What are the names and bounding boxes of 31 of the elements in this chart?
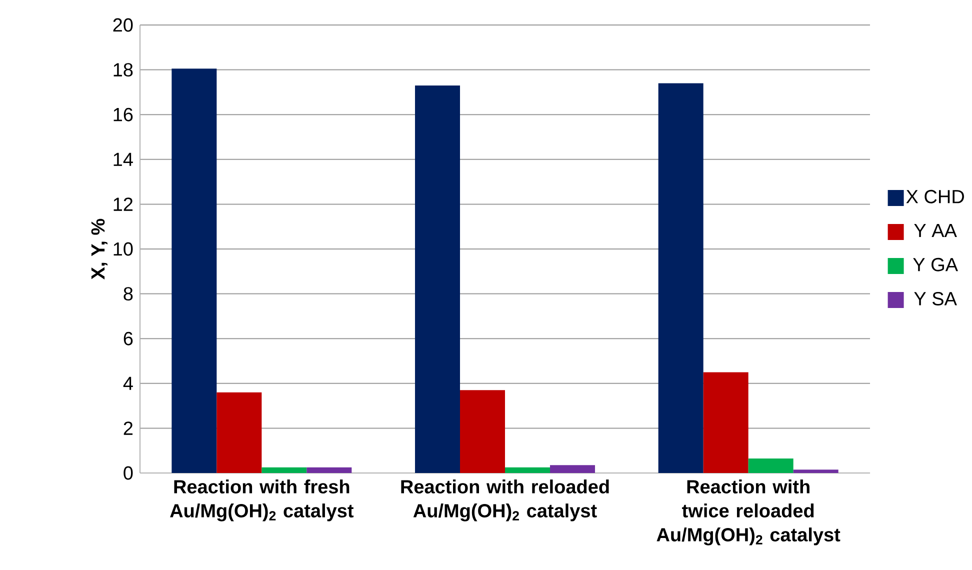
bar <box>262 467 307 473</box>
y-tick-label: 0 <box>124 466 133 480</box>
legend-label: X CHD <box>906 190 964 204</box>
category-label: Reaction with twice reloaded Au/Mg(OH)$_{2}$ catalyst <box>656 480 840 546</box>
y-tick-label: 10 <box>114 242 133 256</box>
bar <box>216 392 262 473</box>
y-tick-label: 14 <box>114 152 133 166</box>
category-label: Reaction with fresh Au/Mg(OH)$_{2}$ catalyst <box>170 480 354 522</box>
bar <box>415 85 460 473</box>
bar <box>172 68 217 473</box>
y-tick-label: 6 <box>124 332 133 346</box>
y-tick-label: 12 <box>114 198 133 211</box>
bar <box>505 467 550 473</box>
legend-label: Y GA <box>913 258 958 272</box>
y-tick-label: 4 <box>123 376 133 390</box>
y-tick-label: 8 <box>124 287 133 301</box>
bar <box>658 83 704 473</box>
y-tick-label: 20 <box>113 18 133 32</box>
y-tick-label: 18 <box>114 63 133 77</box>
category-label: Reaction with reloaded Au/Mg(OH)$_{2}$ catalyst <box>401 480 609 522</box>
y-tick-label: 16 <box>114 108 133 122</box>
bar <box>748 458 794 473</box>
bar <box>703 372 748 473</box>
bar <box>460 390 506 473</box>
bar <box>793 470 838 473</box>
bar <box>306 467 352 473</box>
y-tick-label: 2 <box>124 422 133 435</box>
legend-label: Y SA <box>914 292 957 306</box>
y-axis-title: X, Y, % <box>91 218 108 280</box>
legend-label: Y AA <box>914 224 957 238</box>
bar <box>550 465 596 473</box>
